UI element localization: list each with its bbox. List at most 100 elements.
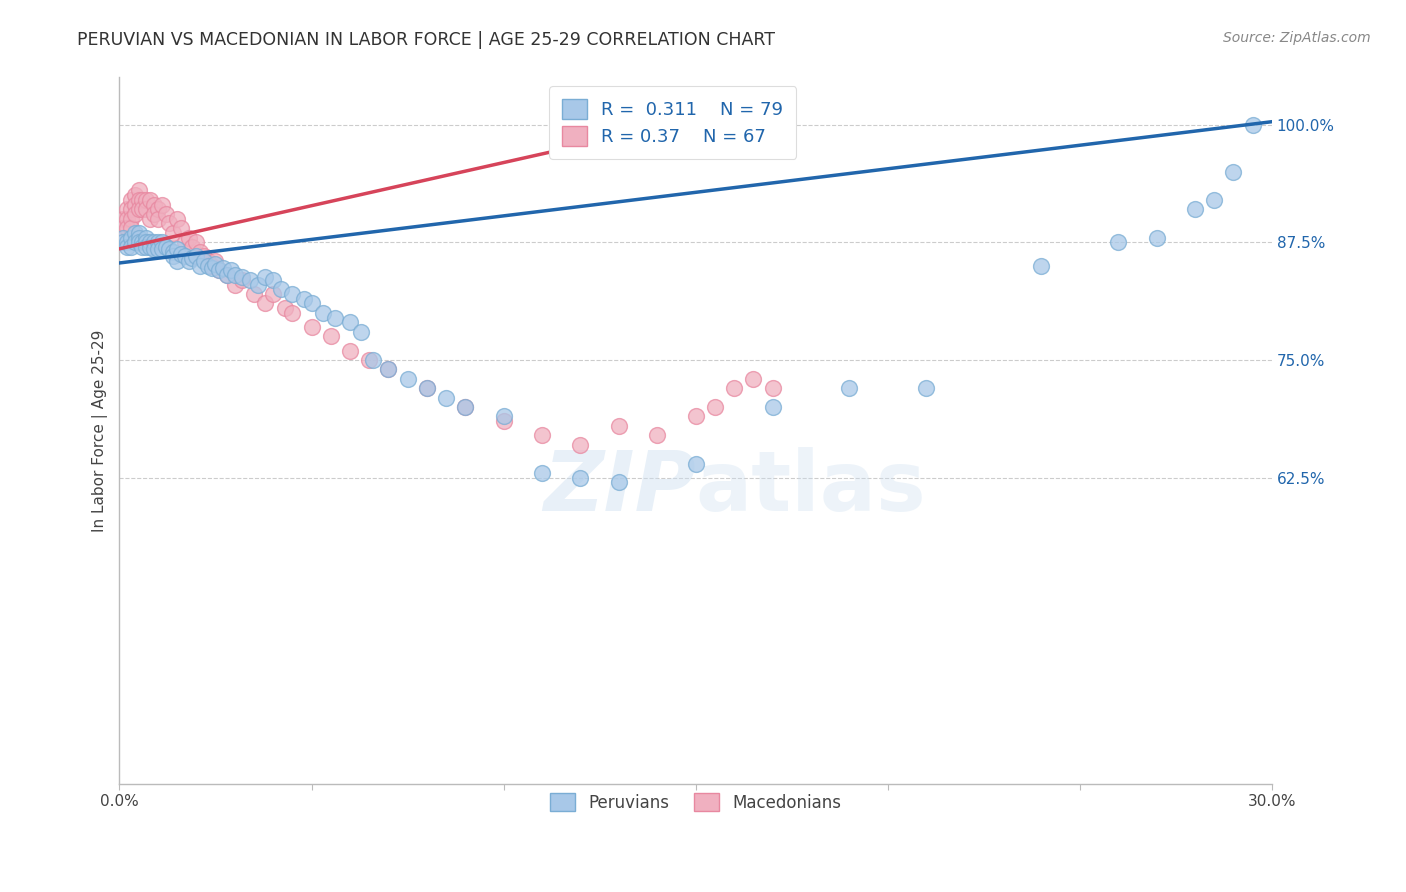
- Point: [761, 381, 783, 395]
- Point: [262, 287, 284, 301]
- Point: [212, 260, 235, 275]
- Point: [143, 197, 166, 211]
- Point: [281, 306, 304, 320]
- Point: [115, 235, 138, 250]
- Point: [742, 372, 765, 386]
- Point: [215, 268, 238, 283]
- Point: [139, 240, 162, 254]
- Point: [607, 475, 630, 490]
- Point: [135, 193, 157, 207]
- Point: [350, 325, 373, 339]
- Point: [128, 235, 150, 250]
- Point: [115, 240, 138, 254]
- Text: atlas: atlas: [696, 447, 927, 527]
- Point: [273, 301, 295, 315]
- Point: [530, 466, 553, 480]
- Point: [146, 235, 169, 250]
- Point: [838, 381, 860, 395]
- Point: [128, 230, 150, 244]
- Point: [569, 438, 592, 452]
- Point: [162, 226, 184, 240]
- Point: [530, 428, 553, 442]
- Point: [323, 310, 346, 325]
- Point: [361, 353, 384, 368]
- Point: [1204, 193, 1226, 207]
- Point: [201, 260, 224, 275]
- Point: [150, 235, 173, 250]
- Point: [254, 296, 277, 310]
- Point: [1146, 230, 1168, 244]
- Point: [396, 372, 419, 386]
- Point: [219, 263, 242, 277]
- Point: [139, 193, 162, 207]
- Point: [157, 216, 180, 230]
- Point: [197, 259, 219, 273]
- Point: [112, 235, 135, 250]
- Point: [454, 400, 477, 414]
- Point: [135, 230, 157, 244]
- Point: [120, 240, 142, 254]
- Point: [416, 381, 439, 395]
- Point: [1241, 118, 1264, 132]
- Point: [377, 362, 399, 376]
- Point: [215, 268, 238, 283]
- Point: [243, 287, 266, 301]
- Point: [170, 221, 193, 235]
- Point: [204, 254, 226, 268]
- Point: [139, 211, 162, 226]
- Point: [685, 409, 707, 424]
- Text: Source: ZipAtlas.com: Source: ZipAtlas.com: [1223, 31, 1371, 45]
- Point: [292, 292, 315, 306]
- Point: [143, 242, 166, 256]
- Point: [115, 211, 138, 226]
- Point: [173, 235, 195, 250]
- Point: [301, 320, 323, 334]
- Point: [120, 202, 142, 217]
- Point: [155, 207, 177, 221]
- Point: [162, 244, 184, 259]
- Point: [312, 306, 335, 320]
- Point: [177, 254, 200, 268]
- Point: [162, 249, 184, 263]
- Point: [1222, 164, 1244, 178]
- Point: [239, 273, 262, 287]
- Point: [124, 207, 146, 221]
- Point: [124, 226, 146, 240]
- Point: [120, 193, 142, 207]
- Point: [143, 235, 166, 250]
- Point: [224, 277, 246, 292]
- Point: [231, 270, 253, 285]
- Point: [1107, 235, 1129, 250]
- Point: [131, 193, 153, 207]
- Point: [120, 230, 142, 244]
- Point: [170, 247, 193, 261]
- Point: [607, 418, 630, 433]
- Point: [761, 400, 783, 414]
- Point: [124, 197, 146, 211]
- Point: [135, 235, 157, 250]
- Point: [270, 282, 292, 296]
- Point: [1031, 259, 1053, 273]
- Point: [120, 221, 142, 235]
- Point: [201, 259, 224, 273]
- Point: [120, 211, 142, 226]
- Point: [139, 235, 162, 250]
- Point: [339, 343, 361, 358]
- Point: [112, 221, 135, 235]
- Point: [188, 259, 211, 273]
- Point: [492, 409, 515, 424]
- Point: [128, 202, 150, 217]
- Point: [143, 207, 166, 221]
- Point: [146, 242, 169, 256]
- Point: [112, 211, 135, 226]
- Point: [181, 240, 204, 254]
- Point: [112, 230, 135, 244]
- Point: [128, 184, 150, 198]
- Point: [166, 242, 188, 256]
- Point: [246, 277, 269, 292]
- Point: [157, 242, 180, 256]
- Point: [685, 457, 707, 471]
- Point: [150, 242, 173, 256]
- Point: [492, 414, 515, 428]
- Point: [193, 254, 215, 268]
